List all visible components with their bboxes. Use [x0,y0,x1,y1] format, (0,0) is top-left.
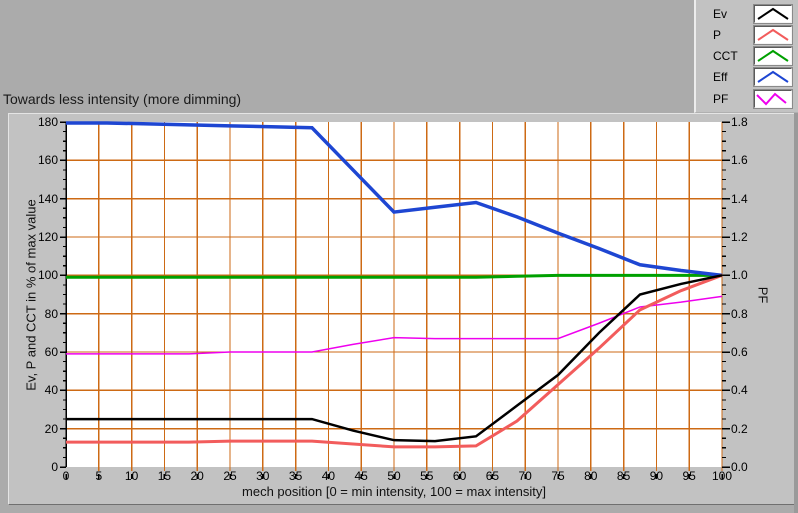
left-tick-label: 80 [44,306,58,321]
left-tick-label: 0 [51,460,58,474]
left-tick-label: 40 [44,383,58,398]
left-tick-label: 100 [37,268,58,283]
legend-glyph-svg [756,92,787,105]
x-tick-label: 30 [256,469,270,483]
legend-item-p[interactable]: P [713,24,793,45]
right-tick-label: 0.8 [731,306,748,321]
x-tick-label: 55 [420,469,434,483]
x-tick-label: 80 [584,469,598,483]
left-tick-label: 180 [37,115,58,129]
legend-item-eff[interactable]: Eff [713,67,793,88]
plot-legend: Ev P CCT Eff PF [694,0,798,113]
legend-glyph-svg [757,71,789,84]
x-axis-label: mech position [0 = min intensity, 100 = … [242,484,546,499]
line-sample-icon[interactable] [753,3,793,24]
x-tick-label: 5 [95,469,103,483]
right-axis-label: PF [755,286,771,304]
x-tick-label: 90 [649,469,664,483]
left-tick-label: 20 [44,421,58,436]
x-tick-label: 65 [485,469,500,483]
right-tick-label: 1.4 [731,191,748,206]
x-tick-label: 10 [124,469,139,483]
series-line-ev [66,274,723,443]
x-tick-label: 20 [190,469,204,483]
left-tick-label: 120 [37,230,58,244]
series-line-pf [66,295,723,355]
right-tick-label: 0.4 [731,383,748,398]
plot-area [60,121,730,479]
left-axis-label: Ev, P and CCT in % of max value [23,199,39,391]
x-tick-label: 50 [387,469,401,483]
legend-item-cct[interactable]: CCT [713,46,793,66]
legend-label: P [713,27,722,42]
right-tick-label: 1.8 [731,115,748,129]
line-sample-icon[interactable] [753,88,793,109]
line-sample-icon[interactable] [753,24,793,45]
x-tick-label: 70 [518,469,532,483]
x-tick-label: 25 [223,469,237,483]
series-line-p [66,273,723,449]
legend-item-pf[interactable]: PF [713,88,793,109]
legend-glyph-svg [757,28,789,41]
right-tick-label: 1.0 [731,268,748,283]
legend-label: CCT [713,49,738,63]
line-sample-icon[interactable] [753,46,793,66]
legend-label: PF [713,91,729,106]
x-tick-label: 15 [157,469,172,483]
legend-label: Ev [713,6,728,21]
x-tick-label: 0 [62,469,70,483]
x-tick-label: 60 [452,469,467,483]
x-tick-label: 100 [711,469,733,483]
legend-glyph-svg [757,49,789,62]
right-tick-label: 0.6 [731,345,748,359]
graph-title: Towards less intensity (more dimming) [3,91,242,107]
legend-label: Eff [713,70,728,85]
series-line-cct [66,273,722,279]
series-line-eff [66,121,723,278]
left-tick-label: 160 [37,153,58,168]
x-tick-label: 75 [551,469,565,483]
x-tick-label: 95 [682,469,696,483]
x-tick-label: 85 [616,469,631,483]
right-tick-label: 1.2 [731,230,748,244]
right-tick-label: 0.2 [731,421,748,436]
left-tick-label: 140 [37,191,58,206]
right-tick-label: 0.0 [731,460,748,474]
window-right-edge [794,0,798,513]
x-tick-label: 40 [321,469,336,483]
left-tick-label: 60 [44,345,58,359]
right-tick-label: 1.6 [731,153,748,168]
legend-item-ev[interactable]: Ev [713,3,793,24]
x-tick-label: 35 [288,469,303,483]
x-tick-label: 45 [354,469,368,483]
line-sample-icon[interactable] [753,67,793,88]
legend-glyph-svg [757,7,789,20]
